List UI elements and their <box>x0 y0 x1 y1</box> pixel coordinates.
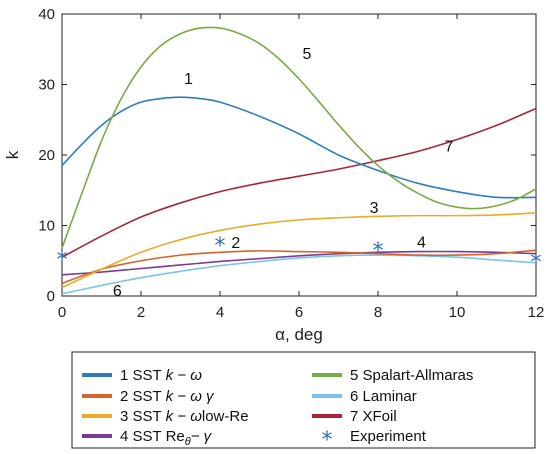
legend-label-2: 2 SST k − ω γ <box>120 388 215 405</box>
x-tick-label: 6 <box>295 304 303 321</box>
legend-label-4: 4 SST Reθ− γ <box>120 428 213 448</box>
y-tick-label: 30 <box>38 77 55 94</box>
y-tick-label: 20 <box>38 147 55 164</box>
y-tick-label: 0 <box>47 288 55 305</box>
curve-label-6: 6 <box>113 283 122 300</box>
plot-frame <box>61 13 537 297</box>
legend-label-experiment: Experiment <box>350 428 427 445</box>
experiment-point: * <box>57 248 68 273</box>
legend-label-7: 7 XFoil <box>350 408 397 425</box>
curve-label-3: 3 <box>370 200 379 217</box>
curve-label-2: 2 <box>231 235 240 252</box>
curve-label-7: 7 <box>445 139 454 156</box>
curve-label-1: 1 <box>184 71 193 88</box>
x-axis-label: α, deg <box>275 325 323 344</box>
series-line-1 <box>61 96 537 199</box>
series-line-5 <box>61 26 537 249</box>
series-line-6 <box>61 254 537 295</box>
x-tick-label: 8 <box>374 304 382 321</box>
legend-label-5: 5 Spalart-Allmaras <box>350 367 473 384</box>
x-tick-label: 2 <box>137 304 145 321</box>
series-line-7 <box>61 107 537 258</box>
x-tick-label: 4 <box>216 304 224 321</box>
experiment-point: * <box>531 250 542 275</box>
legend-label-6: 6 Laminar <box>350 388 417 405</box>
series-line-2 <box>61 249 537 285</box>
legend-label-3: 3 SST k − ωlow-Re <box>120 408 249 425</box>
x-tick-label: 0 <box>58 304 66 321</box>
legend-swatch-experiment: * <box>322 428 333 453</box>
experiment-point: * <box>373 239 384 264</box>
y-tick-label: 40 <box>38 6 55 23</box>
legend-box <box>71 351 536 449</box>
y-axis-label: k <box>3 150 22 159</box>
y-tick-label: 10 <box>38 218 55 235</box>
curve-label-4: 4 <box>417 234 426 251</box>
legend-label-1: 1 SST k − ω <box>120 367 202 384</box>
series-line-3 <box>61 212 537 289</box>
experiment-point: * <box>215 234 226 259</box>
series-line-4 <box>61 250 537 276</box>
x-tick-label: 10 <box>449 304 466 321</box>
curve-label-5: 5 <box>302 46 311 63</box>
x-tick-label: 12 <box>528 304 545 321</box>
